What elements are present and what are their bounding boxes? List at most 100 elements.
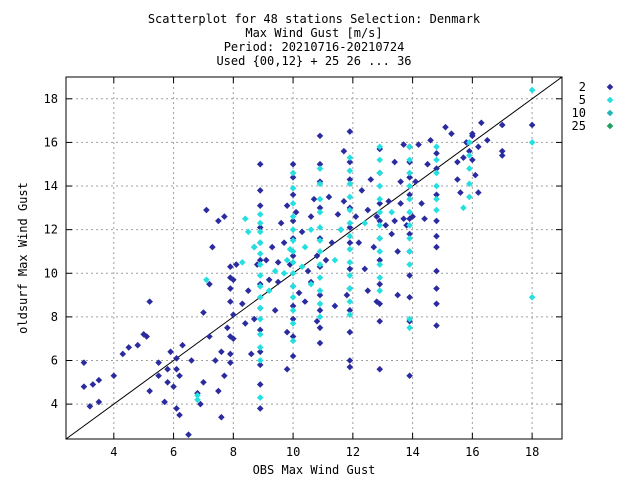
- data-point-series-5: [376, 221, 384, 229]
- data-point-series-2: [388, 230, 395, 238]
- data-point-series-5: [406, 156, 413, 164]
- y-tick-label: 4: [51, 397, 58, 411]
- data-point-series-2: [256, 224, 264, 231]
- data-point-series-2: [271, 307, 279, 314]
- y-axis-label: oldsurf Max Wind Gust: [16, 182, 30, 334]
- data-point-series-5: [289, 337, 297, 345]
- data-point-series-2: [397, 178, 404, 185]
- data-point-series-2: [256, 405, 264, 412]
- data-point-series-2: [265, 276, 273, 284]
- data-point-series-2: [457, 189, 464, 196]
- data-point-series-5: [316, 248, 324, 255]
- data-point-series-5: [289, 237, 297, 244]
- data-point-series-5: [361, 219, 369, 227]
- data-point-series-5: [289, 248, 297, 255]
- data-point-series-2: [406, 272, 413, 279]
- data-point-series-5: [376, 143, 384, 151]
- data-point-series-5: [346, 259, 354, 266]
- legend-marker: [606, 96, 614, 104]
- data-point-series-2: [307, 213, 315, 220]
- data-point-series-2: [95, 398, 103, 406]
- data-point-series-2: [406, 293, 413, 301]
- data-point-series-2: [433, 165, 440, 172]
- data-point-series-2: [292, 208, 300, 216]
- x-tick-label: 4: [110, 445, 117, 459]
- data-point-series-5: [316, 208, 324, 216]
- data-point-series-2: [310, 195, 318, 203]
- data-point-series-2: [469, 132, 476, 140]
- data-point-series-5: [250, 243, 258, 251]
- data-point-series-2: [218, 413, 225, 421]
- data-point-series-5: [406, 324, 413, 332]
- data-point-series-2: [418, 200, 425, 207]
- data-point-series-2: [370, 243, 378, 251]
- data-point-series-2: [454, 176, 461, 183]
- data-point-series-5: [406, 182, 413, 190]
- data-point-series-5: [256, 344, 264, 351]
- data-point-series-2: [331, 302, 339, 310]
- x-tick-label: 18: [525, 445, 539, 459]
- data-point-series-2: [334, 211, 342, 218]
- data-point-series-5: [307, 226, 315, 233]
- data-point-series-2: [221, 213, 228, 220]
- x-tick-label: 8: [230, 445, 237, 459]
- legend-label: 5: [579, 93, 586, 107]
- data-point-series-5: [376, 195, 384, 203]
- data-point-series-5: [346, 167, 354, 175]
- data-point-series-5: [346, 298, 354, 305]
- data-point-series-2: [173, 355, 180, 362]
- data-point-series-2: [215, 217, 222, 225]
- data-point-series-2: [80, 359, 88, 366]
- data-point-series-2: [316, 307, 324, 314]
- data-point-series-2: [256, 202, 264, 209]
- data-point-series-5: [433, 169, 440, 177]
- data-point-series-5: [316, 261, 324, 268]
- legend-marker: [606, 109, 614, 117]
- data-point-series-2: [110, 372, 118, 380]
- data-point-series-2: [352, 213, 360, 220]
- data-point-series-5: [376, 235, 384, 242]
- data-point-series-5: [289, 259, 297, 266]
- x-tick-label: 14: [405, 445, 419, 459]
- plot-frame: [65, 76, 563, 440]
- data-point-series-2: [475, 143, 482, 151]
- data-point-series-2: [433, 150, 440, 157]
- data-point-series-5: [316, 237, 324, 244]
- chart-title: Scatterplot for 48 stations Selection: D…: [148, 12, 481, 68]
- data-point-series-2: [394, 248, 401, 255]
- data-point-series-2: [433, 267, 440, 275]
- data-point-series-2: [346, 158, 354, 166]
- data-point-series-5: [528, 293, 536, 301]
- y-tick-label: 14: [44, 179, 58, 193]
- data-point-series-2: [376, 217, 384, 225]
- data-point-series-2: [397, 200, 404, 207]
- data-point-series-2: [164, 379, 171, 386]
- data-point-series-2: [433, 243, 440, 251]
- data-point-series-5: [406, 315, 413, 323]
- data-point-series-2: [385, 198, 392, 205]
- data-point-series-2: [233, 261, 240, 268]
- data-point-series-2: [289, 333, 297, 340]
- data-point-series-2: [247, 350, 255, 358]
- data-point-series-2: [167, 348, 174, 356]
- y-tick-label: 18: [44, 92, 58, 106]
- data-point-series-2: [209, 243, 216, 251]
- data-point-series-5: [346, 180, 354, 188]
- data-point-series-5: [316, 195, 324, 203]
- data-point-series-5: [528, 86, 536, 94]
- data-point-series-5: [466, 193, 473, 201]
- data-point-series-2: [406, 174, 413, 181]
- data-point-series-2: [358, 187, 366, 194]
- data-point-series-5: [244, 228, 252, 236]
- data-point-series-5: [346, 232, 354, 240]
- data-point-series-2: [316, 132, 324, 140]
- data-point-series-2: [343, 291, 351, 299]
- data-point-series-5: [346, 219, 354, 227]
- x-tick-label: 6: [170, 445, 177, 459]
- data-point-series-2: [442, 123, 449, 131]
- data-point-series-5: [289, 226, 297, 233]
- data-point-series-2: [367, 176, 375, 183]
- x-tick-label: 12: [346, 445, 360, 459]
- data-point-series-5: [256, 261, 264, 268]
- data-point-series-2: [227, 285, 234, 292]
